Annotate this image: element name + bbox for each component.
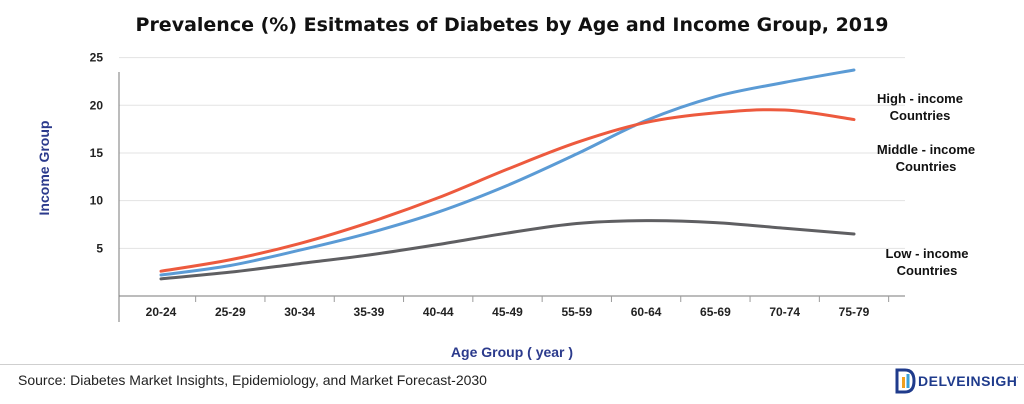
x-tick-labels: 20-24 25-29 30-34 35-39 40-44 45-49 55-59 60-64…: [146, 305, 870, 319]
x-tick-label: 75-79: [839, 305, 870, 319]
x-tick-label: 20-24: [146, 305, 177, 319]
y-axis-title: Income Group: [36, 121, 52, 216]
x-tick-label: 60-64: [631, 305, 662, 319]
series-label-low-income-countries: Low - income Countries: [885, 246, 968, 278]
y-tick-labels: 5 10 15 20 25: [90, 51, 104, 256]
series-label-high-income-countries: High - income Countries: [877, 91, 963, 123]
y-tick-label: 5: [96, 241, 103, 255]
x-tick-marks: [195, 296, 890, 302]
x-tick-label: 45-49: [492, 305, 523, 319]
series-lines: [159, 68, 856, 281]
y-tick-label: 20: [90, 98, 104, 112]
x-tick-label: 35-39: [354, 305, 385, 319]
x-tick-label: 65-69: [700, 305, 731, 319]
x-tick-label: 70-74: [769, 305, 800, 319]
chart-title: Prevalence (%) Esitmates of Diabetes by …: [136, 14, 889, 36]
series-label-middle-income-countries: Middle - income Countries: [877, 142, 975, 174]
x-tick-label: 25-29: [215, 305, 246, 319]
x-axis-title: Age Group ( year ): [451, 344, 573, 360]
y-tick-label: 10: [90, 194, 104, 208]
footer-divider: [0, 364, 1024, 365]
source-note: Source: Diabetes Market Insights, Epidem…: [18, 372, 487, 388]
series-labels: High - income Countries Middle - income Cou…: [877, 91, 975, 278]
y-tick-label: 25: [90, 51, 104, 65]
x-tick-label: 40-44: [423, 305, 454, 319]
series-line-high-income-countries: [159, 68, 856, 277]
series-label-line: Countries: [896, 159, 957, 174]
series-label-line: Countries: [890, 108, 951, 123]
series-label-line: Countries: [897, 263, 958, 278]
logo-mark-icon: [895, 368, 916, 394]
series-line-low-income-countries: [159, 219, 856, 281]
x-tick-label: 55-59: [561, 305, 592, 319]
series-line-middle-income-countries: [159, 108, 856, 273]
series-label-line: Middle - income: [877, 142, 975, 157]
series-label-line: High - income: [877, 91, 963, 106]
x-tick-label: 30-34: [284, 305, 315, 319]
y-tick-label: 15: [90, 146, 104, 160]
logo-text: DELVEINSIGHT: [918, 373, 1018, 389]
series-label-line: Low - income: [885, 246, 968, 261]
gridlines: [119, 57, 905, 249]
delveinsight-logo[interactable]: DELVEINSIGHT: [894, 365, 1018, 397]
